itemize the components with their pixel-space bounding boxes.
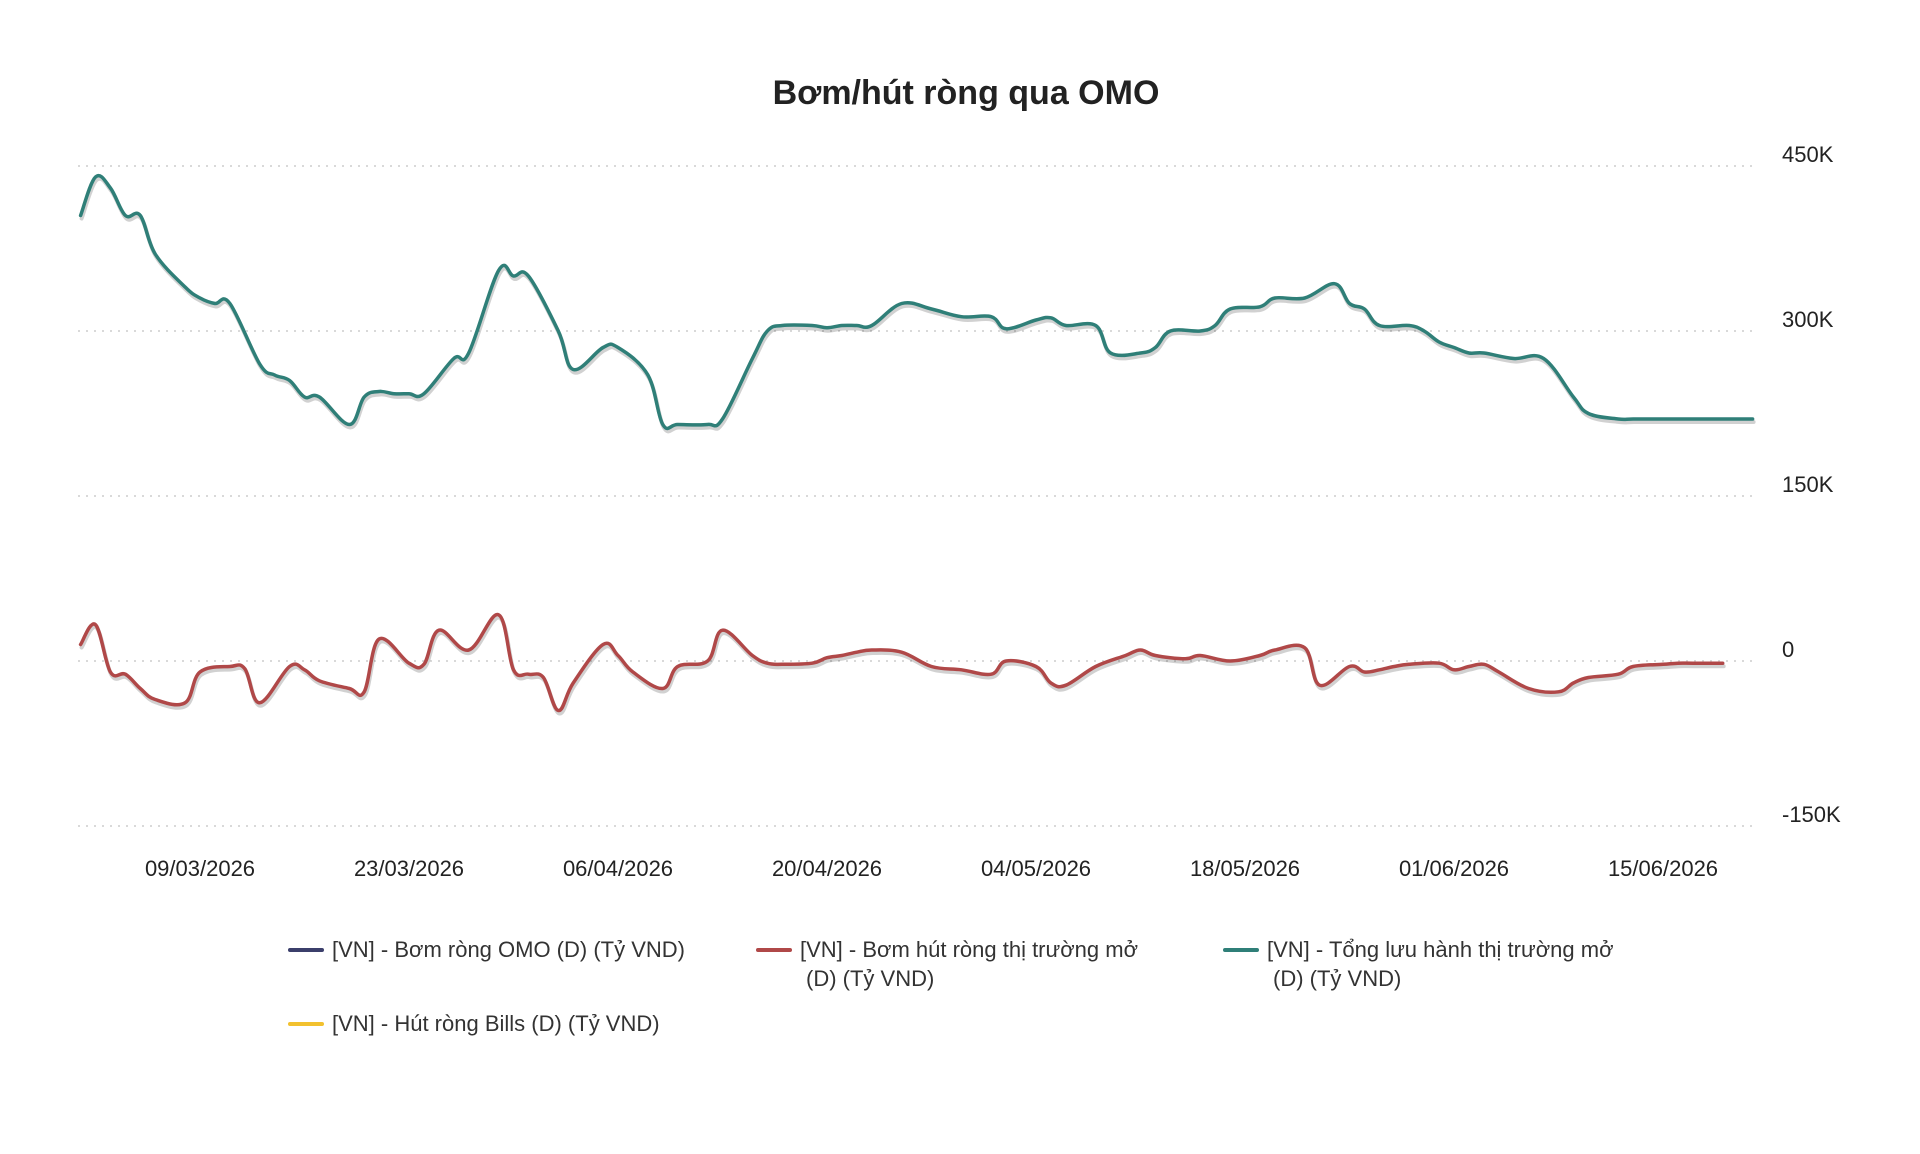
series-shadow-1: [79, 615, 1726, 716]
legend-item: [VN] - Bơm ròng OMO (D) (Tỷ VND): [288, 937, 685, 962]
legend-item: [VN] - Bơm hút ròng thị trường mở (D) (Tỷ…: [756, 937, 1138, 991]
legend-label: [VN] - Hút ròng Bills (D) (Tỷ VND): [332, 1011, 660, 1036]
legend-label: (D) (Tỷ VND): [1273, 966, 1401, 991]
x-tick-label: 01/06/2026: [1399, 856, 1509, 881]
series-shadow-2: [79, 176, 1756, 434]
legend-label: [VN] - Bơm hút ròng thị trường mở: [800, 937, 1138, 962]
legend: [VN] - Bơm ròng OMO (D) (Tỷ VND) [VN] - B…: [288, 937, 1614, 1036]
x-axis-ticks: 09/03/2026 23/03/2026 06/04/2026 20/04/2026…: [145, 856, 1718, 881]
legend-item: [VN] - Tổng lưu hành thị trường mở (D) (T…: [1223, 937, 1614, 991]
y-tick-label: 450K: [1782, 142, 1834, 167]
legend-label: [VN] - Bơm ròng OMO (D) (Tỷ VND): [332, 937, 685, 962]
y-tick-label: 0: [1782, 637, 1794, 662]
x-tick-label: 04/05/2026: [981, 856, 1091, 881]
legend-item: [VN] - Hút ròng Bills (D) (Tỷ VND): [288, 1011, 660, 1036]
x-tick-label: 15/06/2026: [1608, 856, 1718, 881]
x-tick-label: 23/03/2026: [354, 856, 464, 881]
series-line-2: [78, 173, 1755, 431]
series-lines: [78, 173, 1756, 716]
x-tick-label: 18/05/2026: [1190, 856, 1300, 881]
y-axis-ticks: 450K 300K 150K 0 -150K: [1782, 142, 1841, 827]
y-tick-label: 150K: [1782, 472, 1834, 497]
grid-lines: [78, 165, 1755, 827]
series-line-1: [78, 613, 1725, 713]
y-tick-label: 300K: [1782, 307, 1834, 332]
x-tick-label: 20/04/2026: [772, 856, 882, 881]
y-tick-label: -150K: [1782, 802, 1841, 827]
x-tick-label: 09/03/2026: [145, 856, 255, 881]
legend-label: [VN] - Tổng lưu hành thị trường mở: [1267, 937, 1614, 962]
chart-title: Bơm/hút ròng qua OMO: [773, 74, 1160, 112]
legend-label: (D) (Tỷ VND): [806, 966, 934, 991]
x-tick-label: 06/04/2026: [563, 856, 673, 881]
